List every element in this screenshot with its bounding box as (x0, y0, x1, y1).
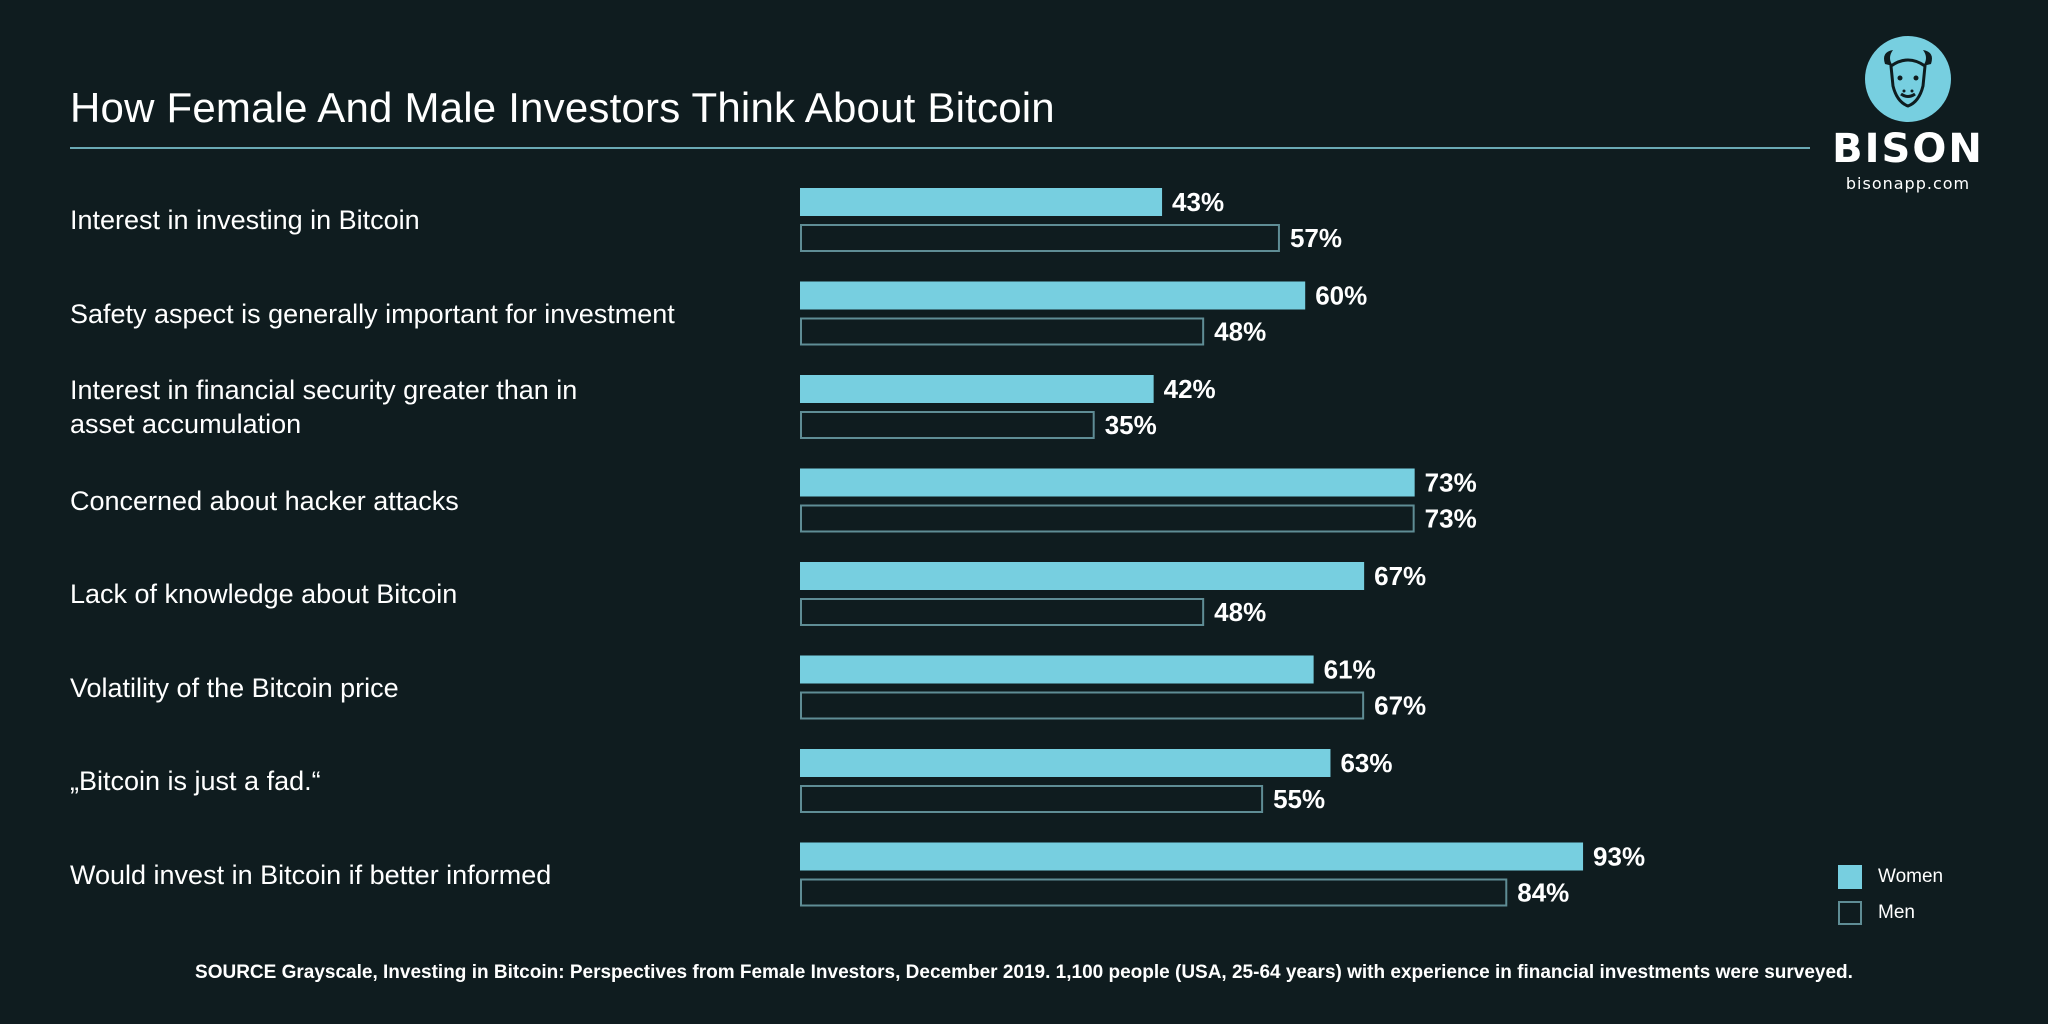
legend-men-label: Men (1878, 902, 1915, 923)
men-value-label: 67% (1374, 691, 1426, 721)
legend-women-label: Women (1878, 866, 1944, 887)
category-label: Concerned about hacker attacks (70, 484, 750, 518)
women-value-label: 60% (1315, 281, 1367, 311)
bison-head-icon (1865, 36, 1951, 122)
bison-logo[interactable]: BISON bisonapp.com (1822, 34, 2022, 204)
women-value-label: 67% (1374, 561, 1426, 591)
women-bar (800, 281, 1306, 310)
category-label-line: „Bitcoin is just a fad.“ (70, 766, 321, 796)
women-value-label: 63% (1340, 748, 1392, 778)
women-bar (800, 749, 1331, 777)
category-label-line: Concerned about hacker attacks (70, 485, 459, 516)
men-bar (800, 224, 1280, 252)
category-label-line: Volatility of the Bitcoin price (70, 672, 399, 703)
women-value-label: 61% (1324, 655, 1376, 685)
category-label: Lack of knowledge about Bitcoin (70, 577, 750, 611)
women-value-label: 42% (1164, 374, 1216, 404)
category-label-line: Would invest in Bitcoin if better inform… (70, 859, 552, 890)
source-note: SOURCE Grayscale, Investing in Bitcoin: … (195, 962, 1853, 983)
women-bar (800, 655, 1314, 684)
category-label: Interest in financial security greater t… (70, 373, 750, 441)
brand-url: bisonapp.com (1845, 174, 1971, 193)
legend-women-swatch (1838, 865, 1862, 889)
women-value-label: 73% (1425, 468, 1477, 498)
category-label-line: Lack of knowledge about Bitcoin (70, 579, 458, 609)
men-bar (800, 504, 1415, 533)
women-value-label: 93% (1593, 842, 1645, 872)
legend-men-swatch (1838, 901, 1862, 925)
category-label: Volatility of the Bitcoin price (70, 671, 750, 705)
men-value-label: 73% (1425, 504, 1477, 534)
category-label-line: Interest in financial security greater t… (70, 375, 578, 405)
legend-men: Men (1838, 898, 1915, 928)
men-bar (800, 411, 1095, 439)
women-bar (800, 468, 1415, 497)
men-value-label: 84% (1517, 878, 1569, 908)
women-bar (800, 188, 1163, 216)
men-value-label: 55% (1273, 784, 1325, 814)
women-value-label: 43% (1172, 187, 1224, 217)
men-value-label: 48% (1214, 317, 1266, 347)
chart-title: How Female And Male Investors Think Abou… (70, 84, 1055, 131)
men-bar (800, 878, 1508, 907)
women-bar (800, 842, 1584, 871)
men-bar (800, 317, 1205, 346)
men-value-label: 35% (1105, 410, 1157, 440)
legend-women: Women (1838, 862, 1943, 892)
men-value-label: 48% (1214, 597, 1266, 627)
category-label: Safety aspect is generally important for… (70, 297, 750, 331)
women-bar (800, 562, 1365, 590)
women-bar (800, 375, 1154, 403)
men-bar (800, 785, 1264, 813)
title-divider (70, 147, 1810, 149)
category-label-line: Safety aspect is generally important for… (70, 298, 675, 329)
brand-name: BISON (1832, 126, 1984, 172)
men-bar (800, 691, 1365, 720)
category-label-line: Interest in investing in Bitcoin (70, 205, 420, 235)
category-label: Would invest in Bitcoin if better inform… (70, 858, 750, 892)
men-value-label: 57% (1290, 223, 1342, 253)
category-label-line: asset accumulation (70, 409, 302, 439)
category-label: „Bitcoin is just a fad.“ (70, 764, 750, 798)
category-label: Interest in investing in Bitcoin (70, 203, 750, 237)
men-bar (800, 598, 1205, 626)
